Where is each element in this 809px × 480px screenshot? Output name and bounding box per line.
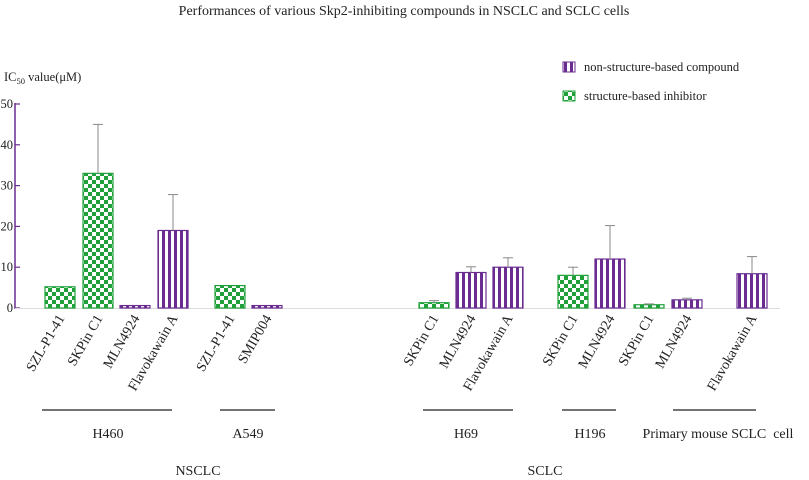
x-tick-label-9: SKPin C1 bbox=[540, 313, 581, 369]
x-tick-label-7: MLN4924 bbox=[437, 313, 480, 372]
bar-7 bbox=[455, 271, 487, 309]
y-tick-label-3: 30 bbox=[1, 179, 14, 193]
legend-label-non-structure: non-structure-based compound bbox=[584, 60, 740, 74]
cancer-label-nsclc: NSCLC bbox=[175, 464, 220, 479]
bar-11 bbox=[633, 304, 665, 309]
x-tick-label-2: MLN4924 bbox=[101, 313, 144, 372]
bar-10 bbox=[594, 258, 626, 309]
bar-3 bbox=[157, 229, 189, 309]
x-tick-label-12: MLN4924 bbox=[653, 313, 696, 372]
legend-label-structure: structure-based inhibitor bbox=[584, 89, 707, 103]
bar-12 bbox=[671, 299, 703, 309]
group-label-h460: H460 bbox=[92, 427, 123, 442]
y-tick-label-2: 20 bbox=[1, 219, 14, 233]
x-tick-label-6: SKPin C1 bbox=[401, 313, 442, 369]
y-tick-label-4: 40 bbox=[1, 138, 14, 152]
x-tick-label-5: SMIP004 bbox=[236, 313, 276, 367]
bar-1 bbox=[82, 172, 114, 309]
x-tick-label-0: SZL-P1-41 bbox=[24, 313, 68, 375]
x-tick-label-1: SKPin C1 bbox=[65, 313, 106, 369]
legend-swatch-non-structure bbox=[562, 61, 576, 73]
group-label-h69: H69 bbox=[454, 427, 478, 442]
y-axis-label: IC50 value(μM) bbox=[4, 70, 81, 86]
y-tick-label-5: 50 bbox=[1, 97, 14, 111]
group-label-h196: H196 bbox=[574, 427, 605, 442]
bar-13 bbox=[736, 273, 768, 309]
y-tick-label-0: 0 bbox=[7, 301, 13, 315]
bar-6 bbox=[418, 302, 450, 309]
x-tick-label-13: Flavokawain A bbox=[705, 312, 761, 394]
x-tick-label-4: SZL-P1-41 bbox=[194, 313, 238, 375]
legend: non-structure-based compound structure-b… bbox=[562, 60, 740, 103]
bar-2 bbox=[119, 304, 151, 309]
x-tick-label-10: MLN4924 bbox=[576, 313, 619, 372]
group-label-primary: Primary mouse SCLC cell bbox=[643, 427, 794, 442]
bar-8 bbox=[492, 266, 524, 309]
group-label-a549: A549 bbox=[232, 427, 263, 442]
bar-9 bbox=[557, 274, 589, 309]
chart-title: Performances of various Skp2-inhibiting … bbox=[179, 4, 630, 19]
bar-0 bbox=[44, 286, 76, 309]
legend-swatch-structure bbox=[562, 90, 576, 102]
bar-5 bbox=[251, 304, 283, 309]
x-tick-label-11: SKPin C1 bbox=[616, 313, 657, 369]
bar-4 bbox=[214, 284, 246, 309]
y-tick-label-1: 10 bbox=[1, 260, 14, 274]
cancer-label-sclc: SCLC bbox=[527, 464, 562, 479]
